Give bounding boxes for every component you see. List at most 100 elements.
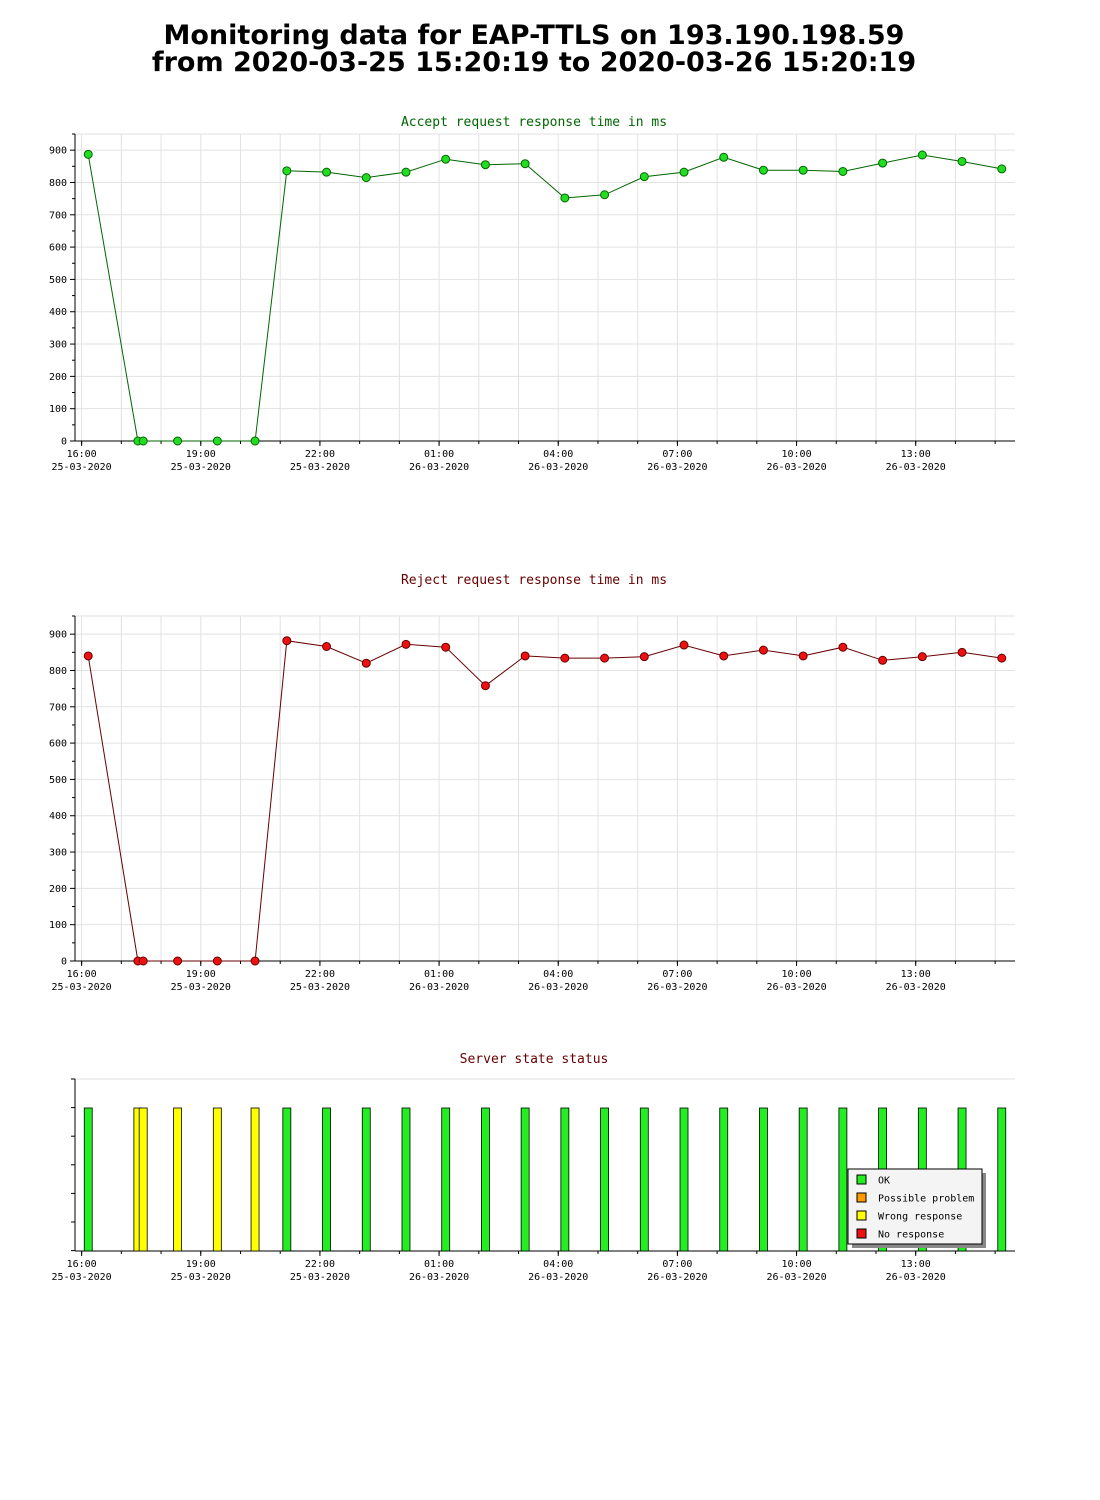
data-point	[878, 158, 888, 168]
data-point	[838, 642, 848, 652]
status-bar	[679, 1107, 689, 1252]
data-point	[138, 956, 148, 966]
x-tick-date-label: 26-03-2020	[409, 1272, 469, 1283]
status-bar	[401, 1107, 411, 1252]
data-point	[600, 653, 610, 663]
y-tick-label: 100	[49, 404, 67, 415]
chart-title: Server state status	[460, 1052, 609, 1067]
data-point	[250, 436, 260, 446]
x-tick-date-label: 26-03-2020	[528, 462, 588, 473]
status-bar	[250, 1107, 260, 1252]
x-tick-date-label: 26-03-2020	[886, 462, 946, 473]
series-line	[87, 640, 1002, 962]
x-tick-date-label: 26-03-2020	[766, 982, 826, 993]
page-title: Monitoring data for EAP-TTLS on 193.190.…	[0, 22, 1068, 76]
y-tick-label: 800	[49, 666, 67, 677]
y-tick-label: 300	[49, 848, 67, 859]
x-tick-label: 07:00	[662, 449, 692, 460]
status-bar	[759, 1107, 768, 1252]
legend-box	[847, 1168, 983, 1245]
status-bar	[719, 1107, 729, 1252]
data-point	[957, 647, 967, 657]
data-point	[173, 956, 183, 966]
data-point	[878, 655, 888, 665]
x-tick-label: 13:00	[901, 969, 931, 980]
data-point	[957, 156, 967, 166]
x-tick-label: 04:00	[543, 969, 573, 980]
data-point	[560, 193, 570, 203]
x-tick-label: 22:00	[305, 449, 335, 460]
legend-label-wrong: Wrong response	[878, 1212, 962, 1223]
y-tick-label: 300	[49, 340, 67, 351]
x-tick-date-label: 25-03-2020	[290, 462, 350, 473]
legend-label-ok: OK	[878, 1176, 890, 1187]
y-tick-label: 100	[49, 920, 67, 931]
x-tick-label: 04:00	[543, 1259, 573, 1270]
status-bar	[600, 1107, 609, 1252]
data-point	[361, 173, 371, 183]
data-point	[639, 652, 649, 662]
y-tick-label: 0	[61, 437, 67, 448]
status-bar	[481, 1107, 490, 1252]
data-point	[758, 165, 768, 175]
data-point	[282, 636, 292, 646]
y-tick-label: 400	[49, 811, 67, 822]
y-tick-label: 900	[49, 146, 67, 157]
y-tick-label: 900	[49, 630, 67, 641]
x-tick-date-label: 25-03-2020	[171, 982, 231, 993]
x-tick-label: 16:00	[67, 1259, 97, 1270]
status-bar	[520, 1107, 530, 1252]
x-tick-date-label: 25-03-2020	[290, 1272, 350, 1283]
y-tick-label: 700	[49, 702, 67, 713]
data-point	[322, 167, 332, 177]
status-bar	[212, 1107, 222, 1252]
page-title-line-1: Monitoring data for EAP-TTLS on 193.190.…	[163, 20, 905, 51]
x-tick-label: 19:00	[186, 1259, 216, 1270]
data-point	[719, 651, 729, 661]
y-tick-label: 700	[49, 210, 67, 221]
x-tick-label: 04:00	[543, 449, 573, 460]
x-tick-date-label: 26-03-2020	[886, 1272, 946, 1283]
x-tick-label: 19:00	[186, 449, 216, 460]
data-point	[480, 681, 490, 691]
y-tick-label: 200	[49, 372, 67, 383]
data-point	[639, 172, 649, 182]
x-tick-label: 01:00	[424, 1259, 454, 1270]
server-status-chart: Server state status 16:00 25-03-2020 19:00…	[52, 1052, 1015, 1283]
data-point	[83, 149, 93, 159]
accept-response-chart: Accept request response time in ms 0 100 2…	[49, 115, 1015, 473]
reject-response-chart: Reject request response time in ms 0 100 2…	[49, 573, 1015, 993]
status-bar	[173, 1107, 183, 1252]
data-point	[679, 167, 689, 177]
x-tick-label: 10:00	[781, 449, 811, 460]
data-point	[917, 652, 927, 662]
y-tick-label: 500	[49, 775, 67, 786]
x-tick-date-label: 26-03-2020	[886, 982, 946, 993]
data-point	[401, 167, 411, 177]
x-tick-label: 16:00	[67, 449, 97, 460]
data-point	[798, 651, 808, 661]
x-tick-date-label: 26-03-2020	[647, 462, 707, 473]
chart-title: Reject request response time in ms	[401, 573, 667, 588]
y-tick-label: 800	[49, 178, 67, 189]
y-tick-label: 600	[49, 243, 67, 254]
x-tick-date-label: 26-03-2020	[766, 1272, 826, 1283]
data-point	[250, 956, 260, 966]
x-tick-date-label: 25-03-2020	[171, 462, 231, 473]
x-tick-date-label: 26-03-2020	[766, 462, 826, 473]
status-bar	[560, 1107, 570, 1252]
data-point	[679, 640, 689, 650]
y-tick-label: 400	[49, 307, 67, 318]
y-tick-label: 0	[61, 957, 67, 968]
status-bar	[441, 1107, 451, 1252]
x-tick-date-label: 26-03-2020	[528, 1272, 588, 1283]
x-tick-date-label: 25-03-2020	[171, 1272, 231, 1283]
status-bar	[798, 1107, 808, 1252]
data-point	[401, 639, 411, 649]
legend-label-none: No response	[878, 1230, 944, 1241]
data-point	[282, 166, 292, 176]
data-point	[997, 653, 1007, 663]
data-point	[719, 152, 729, 162]
status-bar	[282, 1107, 292, 1252]
y-tick-label: 200	[49, 884, 67, 895]
